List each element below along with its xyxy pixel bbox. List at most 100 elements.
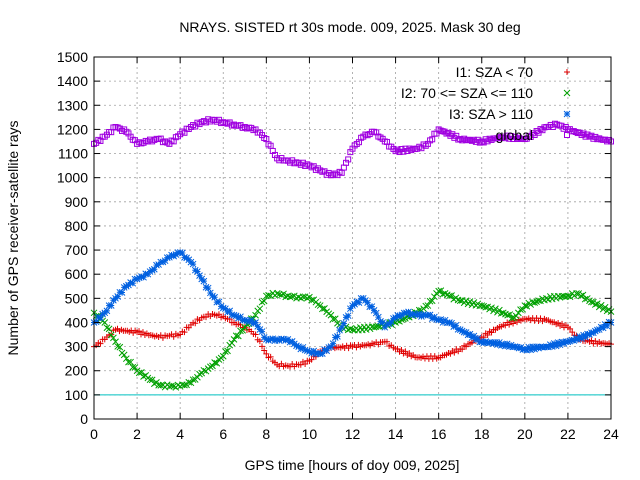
- data-point-star-mark: [584, 330, 591, 338]
- data-point-square-mark: [457, 136, 464, 143]
- data-point: [286, 293, 294, 301]
- data-point: [482, 303, 490, 311]
- data-point-square-mark: [602, 136, 609, 143]
- data-point-star-mark: [191, 266, 199, 274]
- data-point: [459, 346, 466, 353]
- data-point: [368, 303, 376, 310]
- data-point: [211, 293, 218, 301]
- data-point: [580, 130, 587, 137]
- data-point-star-mark: [146, 268, 154, 275]
- data-point-star-mark: [521, 345, 529, 353]
- data-point-star-mark: [178, 249, 186, 257]
- x-tick-label: 18: [474, 426, 490, 442]
- data-point: [237, 327, 244, 335]
- x-tick-label: 24: [603, 426, 619, 442]
- data-point-star-mark: [196, 272, 203, 279]
- data-point: [129, 363, 137, 371]
- data-point: [374, 322, 382, 330]
- data-point-cross-mark: [265, 291, 272, 299]
- data-point: [527, 346, 535, 354]
- data-point-cross-mark: [299, 293, 307, 301]
- data-point-square-mark: [449, 131, 456, 138]
- data-point-star-mark: [513, 343, 521, 351]
- data-point: [241, 316, 249, 324]
- data-point-plus-mark: [506, 321, 513, 328]
- data-point-cross-mark: [234, 332, 242, 340]
- data-point: [202, 283, 210, 291]
- x-tick-label: 4: [176, 426, 184, 442]
- data-point: [303, 294, 311, 302]
- data-point-cross-mark: [478, 302, 486, 309]
- data-point-star-mark: [340, 320, 348, 327]
- data-point-star-mark: [407, 311, 415, 319]
- data-point-star-mark: [437, 316, 445, 323]
- data-point: [316, 302, 324, 309]
- data-point: [569, 329, 576, 336]
- data-point: [92, 318, 100, 326]
- data-point-square-mark: [467, 136, 473, 143]
- data-point: [383, 338, 390, 345]
- data-point-cross-mark: [303, 294, 311, 302]
- data-point: [429, 136, 436, 143]
- data-point-cross-mark: [374, 322, 382, 330]
- data-point-star-mark: [206, 289, 214, 297]
- data-point: [148, 376, 156, 384]
- data-point: [588, 298, 595, 306]
- data-point-star-mark: [94, 313, 102, 321]
- data-point-star-mark: [413, 311, 421, 319]
- data-point-star-mark: [127, 279, 134, 286]
- data-point: [398, 346, 405, 353]
- data-point-square-mark: [596, 135, 603, 142]
- data-point-star-mark: [527, 346, 535, 354]
- data-point-star-mark: [273, 336, 281, 343]
- data-point-star-mark: [597, 323, 605, 331]
- data-point-star-mark: [209, 292, 216, 300]
- data-point: [455, 136, 462, 143]
- data-point: [138, 368, 145, 376]
- data-point: [510, 320, 517, 327]
- data-point-cross-mark: [400, 315, 407, 323]
- data-point-star-mark: [387, 318, 395, 326]
- data-point-cross-mark: [563, 89, 571, 97]
- data-point: [411, 310, 419, 318]
- data-point: [496, 133, 503, 140]
- data-point: [301, 346, 309, 354]
- data-point: [446, 319, 453, 326]
- data-point: [497, 342, 505, 349]
- data-point: [321, 304, 328, 312]
- data-point: [252, 319, 259, 326]
- data-point: [278, 291, 285, 299]
- data-point-star-mark: [204, 284, 212, 292]
- data-point-square-mark: [461, 135, 468, 142]
- data-point: [400, 148, 407, 155]
- data-point-star-mark: [403, 309, 410, 317]
- data-point: [94, 313, 102, 321]
- data-point-cross-mark: [470, 299, 478, 306]
- data-point-star-mark: [153, 261, 160, 269]
- data-point: [314, 349, 322, 357]
- data-point-cross-mark: [181, 381, 188, 389]
- data-point-star-mark: [202, 283, 210, 291]
- legend-marker: [564, 132, 570, 138]
- data-point-square-mark: [527, 133, 534, 140]
- x-tick-label: 12: [345, 426, 361, 442]
- data-point-square-mark: [590, 135, 597, 142]
- data-point-cross-mark: [280, 290, 287, 298]
- data-point-cross-mark: [157, 381, 165, 389]
- data-point: [135, 274, 143, 282]
- data-point-cross-mark: [224, 347, 231, 355]
- data-point: [494, 135, 501, 142]
- data-point: [325, 344, 333, 351]
- data-point: [433, 316, 440, 323]
- data-point-cross-mark: [219, 352, 227, 360]
- data-point: [512, 312, 520, 320]
- data-point-cross-mark: [209, 362, 216, 370]
- data-point-star-mark: [548, 343, 556, 350]
- data-point: [468, 137, 475, 144]
- data-point-star-mark: [262, 336, 270, 343]
- data-point: [602, 136, 609, 143]
- data-point-square-mark: [594, 136, 601, 143]
- data-point-star-mark: [312, 350, 320, 358]
- x-tick-label: 0: [90, 426, 98, 442]
